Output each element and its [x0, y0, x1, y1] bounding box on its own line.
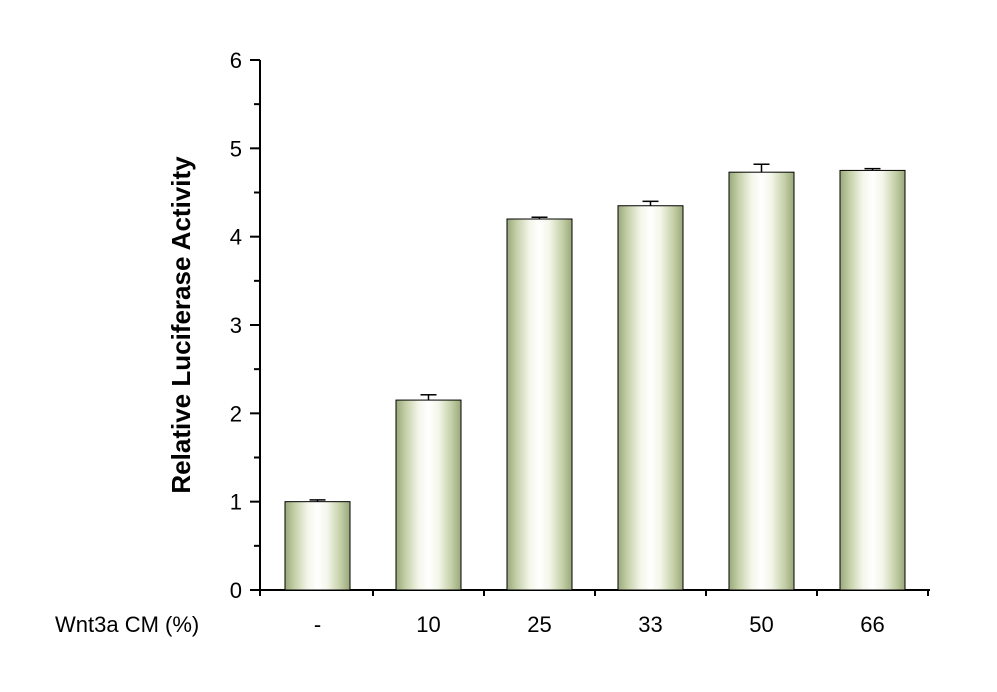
bar [729, 172, 794, 590]
x-category-label: - [314, 612, 321, 637]
bar [840, 170, 905, 590]
svg-text:4: 4 [230, 225, 242, 250]
x-category-label: 50 [749, 612, 773, 637]
x-category-label: 33 [638, 612, 662, 637]
bar [396, 400, 461, 590]
svg-text:6: 6 [230, 48, 242, 73]
svg-text:1: 1 [230, 490, 242, 515]
svg-text:Relative Luciferase Activity: Relative Luciferase Activity [166, 156, 196, 494]
bar [507, 219, 572, 590]
bar [618, 206, 683, 590]
svg-text:5: 5 [230, 136, 242, 161]
x-category-label: 25 [527, 612, 551, 637]
x-category-label: 10 [416, 612, 440, 637]
chart-container: 0 1 2 3 4 5 6 Relative Luciferase Activity - 10 25… [0, 0, 997, 692]
bar-chart-svg: 0 1 2 3 4 5 6 Relative Luciferase Activity - 10 25… [0, 0, 997, 692]
bar [285, 502, 350, 590]
x-axis-title: Wnt3a CM (%) [55, 612, 199, 637]
x-category-label: 66 [860, 612, 884, 637]
svg-text:0: 0 [230, 578, 242, 603]
svg-text:2: 2 [230, 401, 242, 426]
svg-text:3: 3 [230, 313, 242, 338]
